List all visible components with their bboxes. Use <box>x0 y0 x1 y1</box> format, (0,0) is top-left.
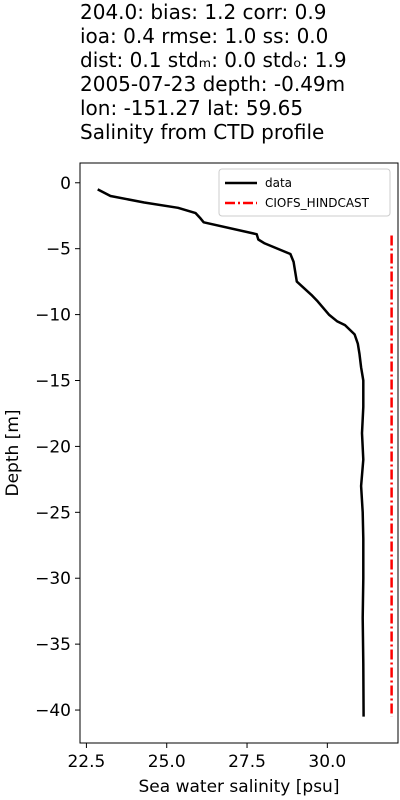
legend-label-ciofs-hindcast: CIOFS_HINDCAST <box>265 196 370 210</box>
x-axis-label: Sea water salinity [psu] <box>139 777 340 797</box>
legend-label-data: data <box>265 176 292 190</box>
y-tick-label: −5 <box>46 240 71 260</box>
y-tick-label: −25 <box>35 503 71 523</box>
y-tick-label: −20 <box>35 437 71 457</box>
y-tick-label: −30 <box>35 569 71 589</box>
x-tick-label: 30.0 <box>308 752 346 772</box>
series-layer <box>97 188 393 717</box>
y-tick-label: −10 <box>35 306 71 326</box>
y-tick-label: −35 <box>35 635 71 655</box>
y-tick-label: −40 <box>35 701 71 721</box>
title-line-stats-3: dist: 0.1 stdₘ: 0.0 stdₒ: 1.9 <box>80 48 347 72</box>
title-line-location: lon: -151.27 lat: 59.65 <box>80 96 304 120</box>
x-tick-label: 27.5 <box>228 752 266 772</box>
y-tick-label: 0 <box>60 174 71 194</box>
legend: data CIOFS_HINDCAST <box>218 168 391 217</box>
title-block: 204.0: bias: 1.2 corr: 0.9 ioa: 0.4 rmse… <box>80 0 398 144</box>
title-line-stats-1: 204.0: bias: 1.2 corr: 0.9 <box>80 0 327 24</box>
y-axis-label: Depth [m] <box>3 409 23 496</box>
x-tick-label: 25.0 <box>148 752 186 772</box>
plot-frame <box>79 162 399 744</box>
legend-box <box>218 168 391 217</box>
y-tick-label: −15 <box>35 372 71 392</box>
axis-layer: 0 −5 −10 −15 −20 −25 −30 −35 −40 22.5 25.0 27.5 30.0 <box>35 174 346 772</box>
title-line-stats-2: ioa: 0.4 rmse: 1.0 ss: 0.0 <box>80 24 329 48</box>
series-line-data <box>97 188 365 717</box>
chart-title: Salinity from CTD profile <box>80 120 325 144</box>
x-tick-label: 22.5 <box>67 752 105 772</box>
title-line-date-depth: 2005-07-23 depth: -0.49m <box>80 72 346 96</box>
